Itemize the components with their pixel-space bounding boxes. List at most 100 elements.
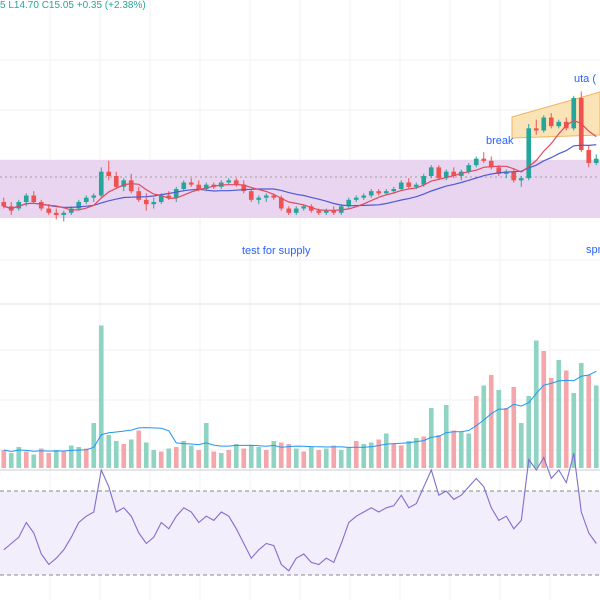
slow-moving-average (3, 144, 597, 210)
candle-body (151, 202, 157, 205)
volume-bar (413, 438, 419, 468)
candle-body (158, 195, 164, 202)
candle-body (488, 160, 494, 168)
volume-bar (158, 451, 164, 468)
volume-bar (331, 445, 337, 468)
volume-bar (511, 387, 517, 468)
volume-bar (53, 450, 59, 468)
volume-bar (488, 375, 494, 468)
volume-bar (233, 444, 239, 468)
volume-bar (68, 445, 74, 468)
volume-bar (346, 447, 352, 468)
volume-bar (241, 448, 247, 468)
volume-bar (571, 393, 577, 468)
candle-body (23, 195, 29, 202)
candle-body (293, 208, 299, 213)
rsi-band (0, 491, 600, 575)
volume-bar (173, 447, 179, 468)
supply-zone (0, 160, 600, 218)
volume-bar (128, 439, 134, 468)
volume-bar (113, 441, 119, 468)
volume-bar (503, 408, 509, 468)
volume-bar (368, 442, 374, 468)
candle-body (76, 202, 82, 209)
volume-bar (98, 325, 104, 468)
volume-bar (286, 444, 292, 468)
volume-bar (16, 447, 22, 468)
volume-bar (541, 351, 547, 468)
volume-bar (383, 433, 389, 468)
volume-bar (518, 423, 524, 468)
candle-body (376, 191, 382, 194)
volume-bar (533, 340, 539, 468)
candle-body (466, 165, 472, 172)
candle-body (286, 208, 292, 213)
volume-bar (496, 390, 502, 468)
candle-body (143, 199, 149, 205)
volume-bar (458, 432, 464, 468)
candle-body (496, 167, 502, 174)
volume-bar (361, 444, 367, 468)
candle-body (53, 212, 59, 215)
fast-moving-average (3, 119, 597, 211)
volume-bar (398, 445, 404, 468)
candle-body (361, 195, 367, 198)
volume-bar (301, 451, 307, 468)
candle-body (481, 158, 487, 161)
candle-body (503, 171, 509, 174)
candle-body (451, 171, 457, 176)
annotation-uta: uta ( (574, 73, 596, 85)
candle-body (1, 202, 7, 207)
annotation-spr: spr (586, 244, 600, 256)
volume-bar (586, 375, 592, 468)
volume-bar (121, 444, 127, 468)
volume-bar (61, 451, 67, 468)
candle-body (68, 208, 74, 213)
candle-body (256, 197, 262, 200)
candle-body (308, 206, 314, 211)
candle-body (593, 158, 599, 163)
volume-bar (218, 453, 224, 468)
volume-bar (353, 441, 359, 468)
candle-body (61, 212, 67, 215)
volume-bar (31, 454, 37, 468)
volume-bar (1, 450, 7, 468)
volume-bar (8, 453, 14, 468)
volume-bar (428, 408, 434, 468)
candle-body (511, 171, 517, 181)
volume-bar (526, 396, 532, 468)
volume-bar (38, 448, 44, 468)
candle-body (233, 180, 239, 185)
volume-bar (593, 385, 599, 468)
candle-body (473, 158, 479, 166)
candle-body (571, 98, 577, 129)
volume-bar (436, 435, 442, 468)
candle-body (556, 121, 562, 127)
volume-bar (563, 370, 569, 468)
annotation-test-for-supply: test for supply (242, 245, 311, 257)
candle-body (98, 171, 104, 196)
candle-body (323, 210, 329, 213)
candle-body (91, 195, 97, 198)
candle-body (188, 182, 194, 185)
volume-bar (151, 450, 157, 468)
candle-body (301, 206, 307, 209)
candle-body (421, 176, 427, 185)
candle-body (541, 117, 547, 131)
volume-bar (203, 423, 209, 468)
volume-bar (338, 450, 344, 468)
candle-body (31, 195, 37, 202)
volume-bar (248, 445, 254, 468)
volume-bar (136, 430, 142, 468)
volume-bar (556, 360, 562, 468)
candle-body (533, 128, 539, 131)
annotation-break: break (486, 135, 514, 147)
volume-bar (181, 441, 187, 468)
candle-body (203, 184, 209, 189)
candle-body (173, 189, 179, 198)
volume-bar (271, 441, 277, 468)
candle-body (136, 191, 142, 200)
candle-body (113, 176, 119, 187)
volume-bar (226, 450, 232, 468)
